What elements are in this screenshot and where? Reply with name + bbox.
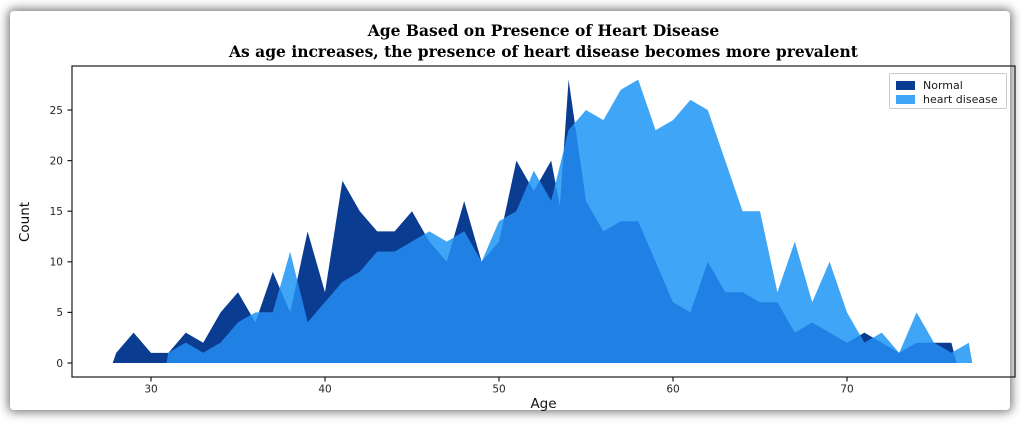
legend-box: Normal heart disease bbox=[889, 73, 1007, 109]
svg-text:30: 30 bbox=[144, 384, 157, 396]
chart-title-block: Age Based on Presence of Heart Disease A… bbox=[72, 20, 1015, 62]
legend-label-heart-disease: heart disease bbox=[923, 92, 998, 106]
chart-title: Age Based on Presence of Heart Disease bbox=[367, 21, 720, 40]
legend-item-normal: Normal bbox=[896, 78, 1000, 92]
chart-subtitle: As age increases, the presence of heart … bbox=[229, 42, 858, 61]
svg-text:60: 60 bbox=[666, 384, 679, 396]
svg-text:50: 50 bbox=[492, 384, 505, 396]
chart-canvas: 30 40 50 60 70 0 5 10 15 20 25 bbox=[50, 65, 1016, 396]
legend-item-heart-disease: heart disease bbox=[896, 92, 1000, 106]
svg-text:10: 10 bbox=[50, 257, 63, 269]
svg-text:20: 20 bbox=[50, 155, 63, 167]
heart-disease-swatch bbox=[896, 94, 915, 104]
svg-text:70: 70 bbox=[840, 384, 853, 396]
svg-text:15: 15 bbox=[50, 206, 63, 218]
x-axis-label: Age bbox=[530, 396, 557, 412]
svg-text:40: 40 bbox=[318, 384, 331, 396]
y-axis-label: Count bbox=[17, 201, 33, 243]
normal-swatch bbox=[896, 80, 915, 90]
legend-label-normal: Normal bbox=[923, 78, 963, 92]
svg-text:25: 25 bbox=[50, 105, 63, 117]
svg-text:0: 0 bbox=[56, 358, 63, 370]
svg-text:5: 5 bbox=[56, 307, 63, 319]
figure-panel: 30 40 50 60 70 0 5 10 15 20 25 Age Based on Presen… bbox=[10, 11, 1016, 412]
